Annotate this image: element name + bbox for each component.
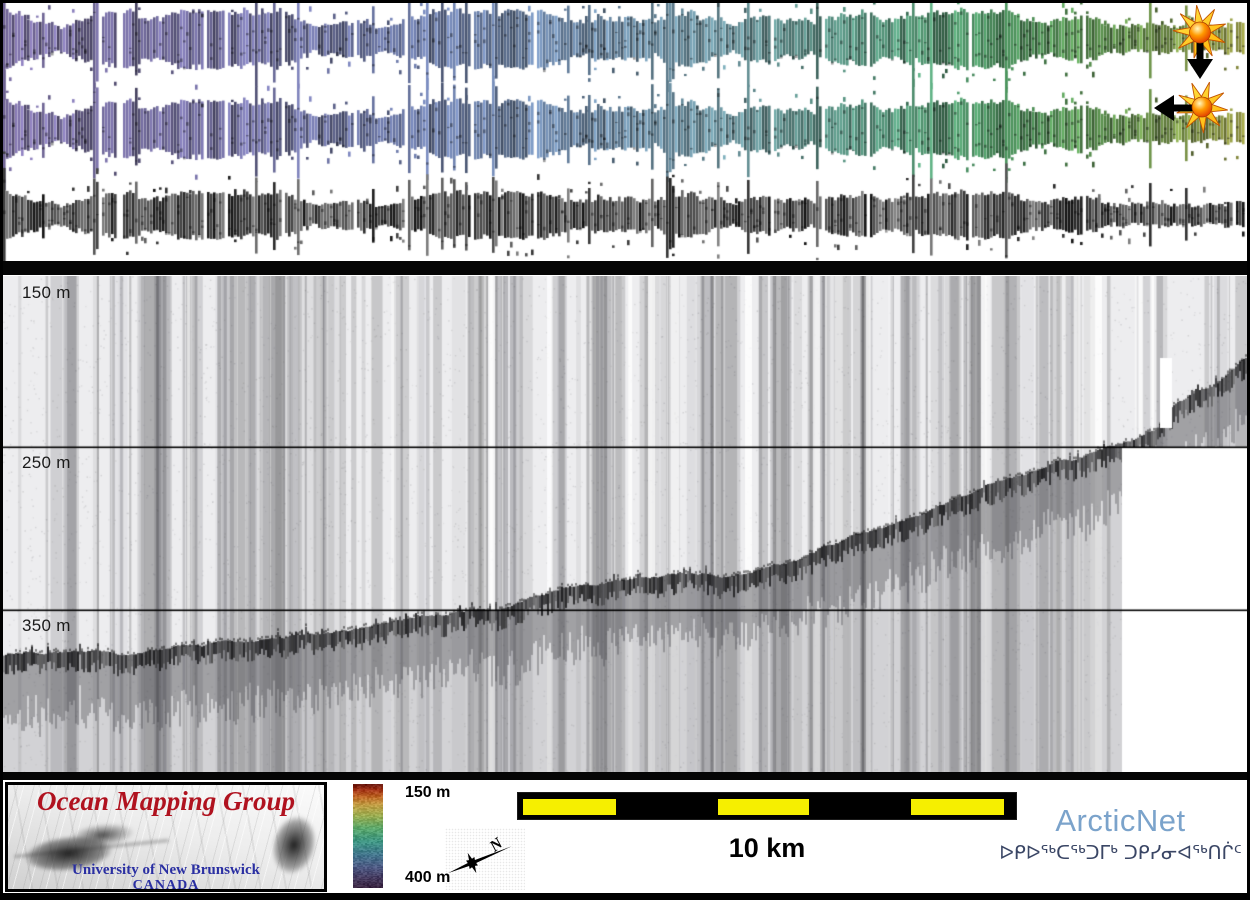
scale-bar-segment — [523, 799, 616, 815]
ocean-mapping-group-logo: Ocean Mapping Group University of New Br… — [5, 782, 327, 892]
survey-direction-indicators — [1154, 5, 1228, 134]
logo-country: CANADA — [132, 878, 200, 892]
sunburst-down-arrow-icon — [1172, 5, 1227, 79]
colorbar-top-label: 150 m — [405, 784, 451, 801]
colorbar-bottom-label: 400 m — [405, 869, 451, 886]
scale-bar-segment — [911, 799, 1004, 815]
depth-label-250m: 250 m — [22, 453, 71, 472]
panel-divider-bottom — [3, 772, 1247, 780]
depth-colorbar — [353, 784, 383, 888]
sunburst-left-arrow-icon — [1154, 81, 1228, 134]
panel-divider-top — [3, 261, 1247, 275]
arcticnet-wordmark: ArcticNet — [1055, 803, 1186, 838]
arcticnet-inuktitut-name: ᐅᑭᐅᖅᑕᖅᑐᒥᒃ ᑐᑭᓯᓂᐊᖅᑎᒌᑦ — [999, 842, 1242, 864]
depth-label-150m: 150 m — [22, 283, 71, 302]
logo-subtitle: University of New Brunswick — [72, 862, 260, 878]
logo-title: Ocean Mapping Group — [36, 786, 296, 816]
scale-bar-segment — [718, 799, 809, 815]
swath-strips-canvas — [3, 3, 1247, 261]
compass-background-speckle — [445, 828, 525, 890]
arcticnet-branding: ArcticNet ᐅᑭᐅᖅᑕᖅᑐᒥᒃ ᑐᑭᓯᓂᐊᖅᑎᒌᑦ — [978, 803, 1247, 864]
north-arrow-icon — [448, 846, 512, 874]
scale-bar-label: 10 km — [728, 833, 806, 863]
map-scale-bar — [517, 792, 1017, 820]
echogram-canvas — [3, 276, 1247, 772]
depth-label-350m: 350 m — [22, 616, 71, 635]
